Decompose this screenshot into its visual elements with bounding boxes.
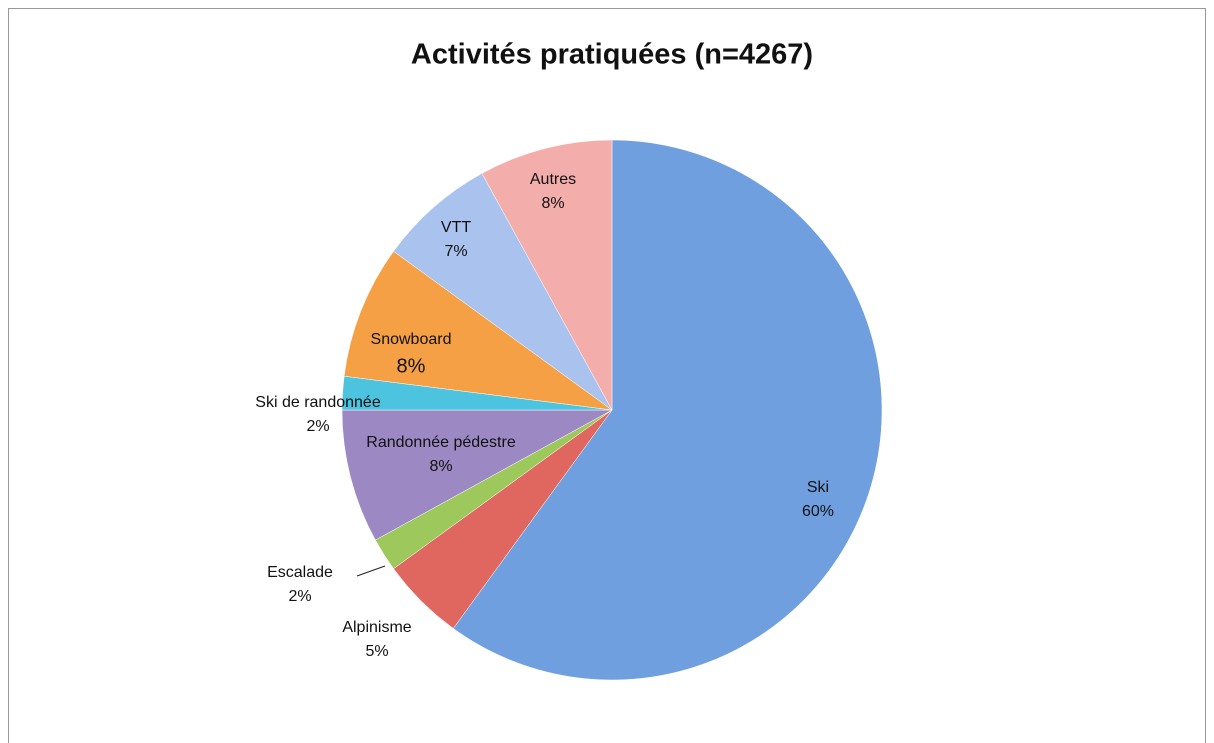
slice-value-label: 2% xyxy=(306,418,329,435)
slice-label: VTT xyxy=(441,219,471,236)
leader-line xyxy=(356,565,386,577)
slice-label: Escalade xyxy=(267,564,333,581)
slice-value-label: 8% xyxy=(397,355,426,377)
frame xyxy=(8,8,1206,743)
slice-label: Alpinisme xyxy=(342,619,411,636)
pie-slice xyxy=(481,139,613,411)
pie-slice xyxy=(393,173,613,411)
chart-title: Activités pratiquées (n=4267) xyxy=(411,39,813,71)
slice-label: Snowboard xyxy=(371,331,452,348)
slice-label: Autres xyxy=(530,171,576,188)
slice-label: Randonnée pédestre xyxy=(366,434,516,451)
slice-label: Ski de randonnée xyxy=(255,394,381,411)
pie-slice xyxy=(343,250,613,411)
slice-value-label: 5% xyxy=(365,643,388,660)
slice-label: Ski xyxy=(807,479,829,496)
slice-value-label: 60% xyxy=(802,503,834,520)
pie-slice xyxy=(452,139,883,681)
slice-value-label: 7% xyxy=(444,243,467,260)
slice-value-label: 8% xyxy=(541,195,564,212)
pie-slice xyxy=(341,409,613,541)
slice-value-label: 8% xyxy=(429,458,452,475)
slice-value-label: 2% xyxy=(288,588,311,605)
